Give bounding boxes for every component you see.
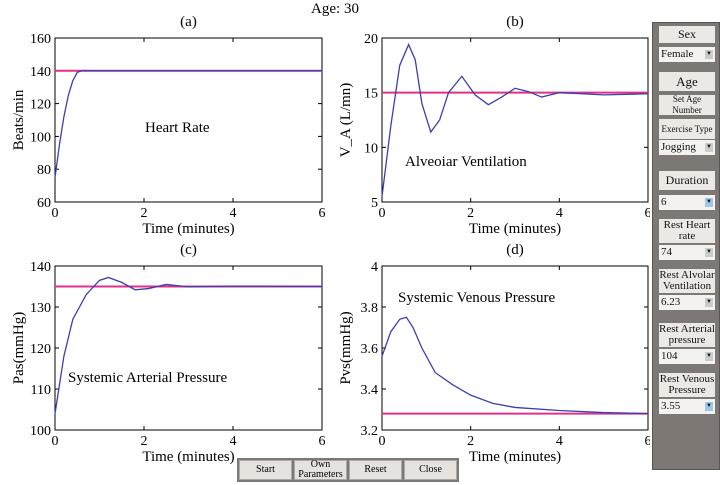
- curve-annotation: Systemic Venous Pressure: [398, 290, 556, 306]
- duration-select[interactable]: 6 ▼: [659, 195, 715, 210]
- dropdown-arrow-icon: ▼: [705, 298, 713, 307]
- x-axis-label: Time (minutes): [142, 449, 234, 465]
- chart-title: (d): [506, 242, 524, 258]
- x-tick-label: 0: [52, 206, 59, 221]
- x-tick-label: 6: [319, 434, 326, 449]
- y-tick-label: 100: [30, 130, 51, 145]
- rest-heart-rate-select[interactable]: 74 ▼: [659, 245, 715, 260]
- y-tick-label: 15: [364, 87, 378, 102]
- y-tick-label: 140: [30, 65, 51, 80]
- sex-label: Sex: [659, 26, 715, 43]
- rest-arterial-select[interactable]: 104 ▼: [659, 349, 715, 364]
- exercise-select[interactable]: Jogging ▼: [659, 140, 715, 155]
- axes-box: [381, 37, 649, 203]
- x-axis-label: Time (minutes): [469, 449, 561, 465]
- rest-arterial-label: Rest Arterial pressure: [659, 323, 715, 347]
- exercise-type-label: Exercise Type: [659, 119, 715, 139]
- y-tick-label: 60: [37, 196, 51, 211]
- y-tick-label: 120: [30, 342, 51, 357]
- y-tick-label: 110: [31, 383, 51, 398]
- x-tick-label: 2: [141, 434, 148, 449]
- y-tick-label: 3.2: [361, 424, 379, 439]
- start-button[interactable]: Start: [239, 460, 292, 480]
- axes-box: [381, 265, 649, 431]
- y-tick-label: 160: [30, 32, 51, 47]
- y-tick-label: 3.6: [361, 342, 379, 357]
- rest-venous-label: Rest Venous Pressure: [659, 373, 715, 397]
- y-tick-label: 20: [364, 32, 378, 47]
- figure-title: Age: 30: [311, 1, 359, 17]
- y-tick-label: 3.8: [361, 301, 379, 316]
- control-panel: Sex Female ▼ Age Set Age Number Exercise …: [652, 22, 720, 470]
- y-tick-label: 10: [364, 141, 378, 156]
- dropdown-arrow-icon: ▼: [705, 143, 713, 152]
- button-bar: Start Own Parameters Reset Close: [237, 458, 459, 482]
- dropdown-arrow-icon: ▼: [705, 198, 713, 207]
- response-curve: [381, 42, 649, 197]
- y-tick-label: 5: [371, 196, 378, 211]
- chart-title: (c): [180, 242, 197, 258]
- chart-2: 0 2 4 6 100 110 120 130 140 (c) Time (minutes) Syst…: [11, 242, 326, 465]
- x-tick-label: 2: [467, 434, 474, 449]
- curve-annotation: Alveoiar Ventilation: [405, 154, 527, 170]
- rest-ventilation-select[interactable]: 6.23 ▼: [659, 295, 715, 310]
- age-label: Age: [659, 72, 715, 91]
- curve-annotation: Systemic Arterial Pressure: [68, 370, 227, 386]
- x-tick-label: 4: [556, 434, 563, 449]
- x-tick-label: 6: [645, 434, 651, 449]
- x-tick-label: 0: [379, 206, 386, 221]
- dropdown-arrow-icon: ▼: [705, 352, 713, 361]
- dropdown-arrow-icon: ▼: [705, 402, 713, 411]
- x-tick-label: 2: [467, 206, 474, 221]
- chart-3: 0 2 4 6 3.2 3.4 3.6 3.8 4 (d) Time (minutes) System…: [338, 242, 650, 465]
- axes-box: [54, 37, 323, 203]
- y-tick-label: 140: [30, 260, 51, 275]
- set-age-button[interactable]: Set Age Number: [659, 94, 715, 115]
- reset-button[interactable]: Reset: [349, 460, 402, 480]
- rest-heart-rate-label: Rest Heart rate: [659, 219, 715, 243]
- y-tick-label: 4: [371, 260, 378, 275]
- y-axis-label: Pas(mmHg): [11, 312, 27, 385]
- x-tick-label: 4: [230, 434, 237, 449]
- x-axis-label: Time (minutes): [142, 221, 234, 237]
- x-tick-label: 2: [141, 206, 148, 221]
- y-axis-label: V_A (L/mn): [338, 83, 354, 158]
- y-axis-label: Beats/min: [11, 89, 27, 150]
- x-axis-label: Time (minutes): [469, 221, 561, 237]
- duration-label: Duration: [659, 171, 715, 190]
- own-parameters-button[interactable]: Own Parameters: [294, 460, 347, 480]
- sex-select[interactable]: Female ▼: [659, 47, 715, 62]
- rest-venous-select[interactable]: 3.55 ▼: [659, 399, 715, 414]
- curve-annotation: Heart Rate: [145, 120, 210, 136]
- dropdown-arrow-icon: ▼: [705, 248, 713, 257]
- x-tick-label: 4: [230, 206, 237, 221]
- y-tick-label: 120: [30, 98, 51, 113]
- chart-0: 0 2 4 6 60 80 100 120 140 160 (a) Time (minutes) Hea…: [11, 14, 326, 237]
- x-tick-label: 6: [319, 206, 326, 221]
- close-button[interactable]: Close: [404, 460, 457, 480]
- axes-box: [54, 265, 323, 431]
- y-tick-label: 80: [37, 163, 51, 178]
- response-curve: [381, 316, 649, 415]
- rest-ventilation-label: Rest Alvolar Ventilation: [659, 269, 715, 293]
- y-axis-label: Pvs(mmHg): [338, 311, 354, 384]
- y-tick-label: 3.4: [361, 383, 379, 398]
- y-tick-label: 100: [30, 424, 51, 439]
- x-tick-label: 0: [379, 434, 386, 449]
- chart-title: (a): [180, 14, 197, 30]
- response-curve: [54, 276, 323, 414]
- x-tick-label: 0: [52, 434, 59, 449]
- chart-title: (b): [506, 14, 524, 30]
- x-tick-label: 6: [645, 206, 651, 221]
- x-tick-label: 4: [556, 206, 563, 221]
- y-tick-label: 130: [30, 301, 51, 316]
- dropdown-arrow-icon: ▼: [705, 50, 713, 59]
- chart-1: 0 2 4 6 5 10 15 20 (b) Time (minutes) Alveoiar Ven…: [338, 14, 650, 237]
- response-curve: [54, 70, 322, 178]
